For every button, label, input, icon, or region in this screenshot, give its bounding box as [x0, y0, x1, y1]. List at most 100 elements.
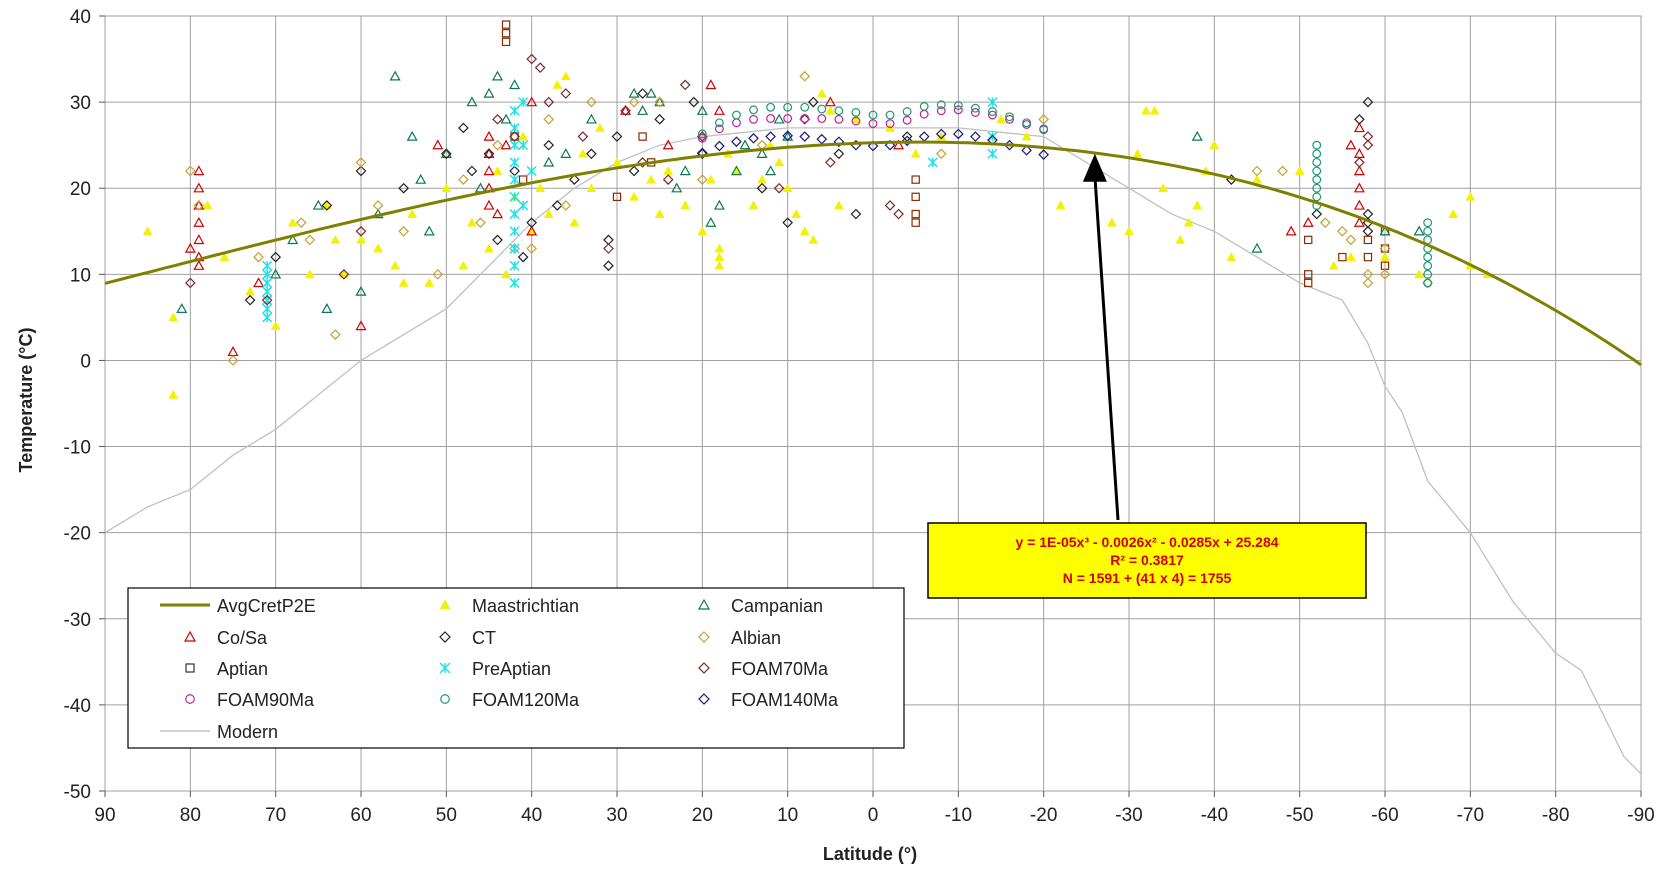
data-point [766, 114, 776, 123]
series-campanian [176, 70, 1425, 313]
data-point [833, 148, 845, 160]
data-point [509, 140, 520, 151]
data-point [373, 243, 383, 253]
data-point [518, 97, 529, 108]
y-axis-ticks: 40 30 20 10 0 -10 -20 -30 -40 -50 [64, 7, 105, 803]
data-point [1379, 268, 1391, 280]
data-point [1021, 144, 1032, 156]
data-point [484, 243, 494, 253]
data-point [1353, 216, 1365, 227]
data-point [526, 225, 538, 236]
data-point [1226, 252, 1237, 261]
y-tick-label: -10 [64, 438, 91, 459]
data-point [1251, 242, 1263, 253]
data-point [458, 174, 469, 185]
data-point [817, 114, 827, 123]
data-point [679, 165, 691, 176]
data-point [595, 122, 605, 132]
data-point [799, 131, 811, 142]
data-point [440, 148, 452, 160]
equation-line: y = 1E-05x³ - 0.0026x² - 0.0285x + 25.28… [1015, 534, 1278, 550]
data-point [1005, 112, 1014, 122]
data-point [629, 191, 639, 201]
data-point [458, 260, 469, 270]
data-point [262, 303, 273, 314]
data-point [1345, 139, 1357, 150]
data-point [603, 243, 614, 254]
data-point [705, 79, 717, 90]
data-point [304, 269, 315, 279]
data-point [398, 182, 410, 194]
data-point [1328, 260, 1339, 270]
data-point [262, 277, 273, 288]
data-point [1345, 252, 1356, 261]
y-tick-label: -50 [64, 782, 91, 803]
data-point [970, 108, 980, 117]
data-point [953, 101, 963, 110]
data-point [1353, 165, 1365, 176]
data-point [851, 116, 861, 126]
data-point [492, 113, 503, 125]
data-point [458, 122, 469, 134]
equation-box [927, 522, 1367, 599]
data-point [783, 102, 793, 112]
data-point [705, 174, 716, 184]
fit-line [104, 140, 1642, 367]
data-point [466, 96, 478, 107]
data-point [1363, 252, 1373, 262]
data-point [253, 277, 265, 288]
data-point [697, 226, 708, 236]
data-point [1303, 235, 1313, 245]
data-point [509, 79, 521, 90]
data-point [1311, 208, 1323, 220]
data-point [262, 269, 273, 280]
data-point [868, 110, 878, 120]
data-point [800, 114, 810, 123]
data-point [500, 139, 512, 150]
data-point [543, 209, 554, 218]
data-point [901, 135, 913, 147]
data-point [773, 182, 785, 194]
data-point [851, 114, 861, 124]
data-point [628, 96, 640, 108]
data-point [654, 113, 666, 125]
data-point [654, 96, 666, 107]
data-point [492, 139, 503, 151]
data-point [782, 217, 794, 229]
data-point [911, 175, 920, 184]
data-point [1038, 149, 1050, 160]
legend-label: FOAM120Ma [472, 690, 580, 710]
data-point [637, 157, 648, 168]
series-maastrichtian [142, 71, 1493, 399]
legend-label: PreAptian [472, 659, 551, 679]
data-point [1413, 225, 1425, 236]
data-point [1132, 148, 1143, 158]
data-point [560, 200, 572, 211]
legend-swatch [183, 630, 197, 642]
data-point [936, 100, 946, 110]
data-point [168, 312, 179, 322]
data-point [782, 130, 794, 142]
y-tick-label: 0 [80, 351, 91, 372]
data-point [730, 165, 742, 176]
data-point [509, 105, 520, 116]
data-point [1302, 216, 1314, 227]
data-point [1055, 200, 1066, 210]
data-point [816, 88, 827, 98]
data-point [424, 277, 435, 287]
data-point [1354, 113, 1365, 125]
legend-swatch [439, 599, 451, 610]
data-point [996, 114, 1006, 124]
data-point [510, 132, 519, 141]
data-point [262, 286, 273, 297]
data-point [517, 251, 529, 263]
legend-swatch [440, 694, 450, 704]
data-point [911, 218, 920, 227]
data-point [467, 217, 477, 227]
data-point [287, 234, 299, 245]
legend-swatch [185, 663, 195, 673]
data-point [833, 200, 844, 210]
data-point [509, 226, 520, 237]
data-point [407, 209, 418, 218]
data-point [270, 268, 282, 279]
